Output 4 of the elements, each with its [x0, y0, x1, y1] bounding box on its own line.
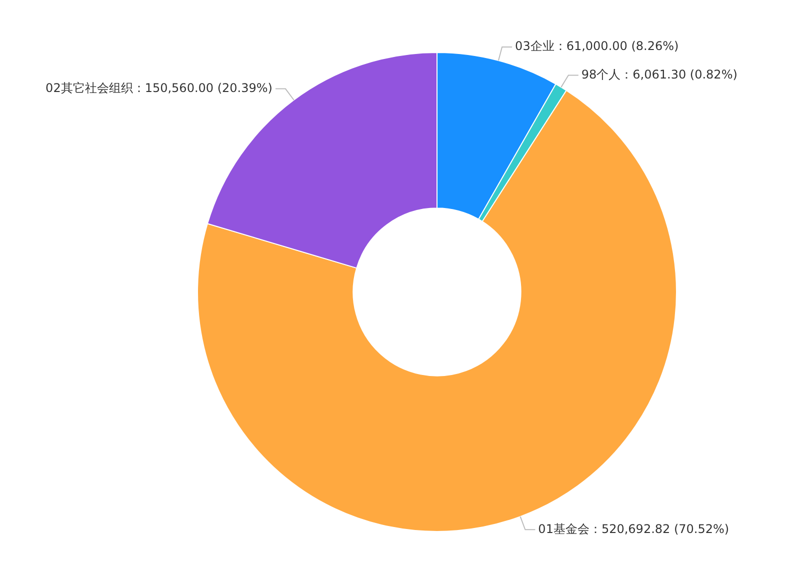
slice-label: 01基金会：520,692.82 (70.52%)	[538, 522, 730, 536]
slice-label: 03企业：61,000.00 (8.26%)	[515, 39, 679, 54]
slice-label: 98个人：6,061.30 (0.82%)	[581, 67, 738, 82]
slice-label: 02其它社会组织：150,560.00 (20.39%)	[46, 80, 272, 95]
